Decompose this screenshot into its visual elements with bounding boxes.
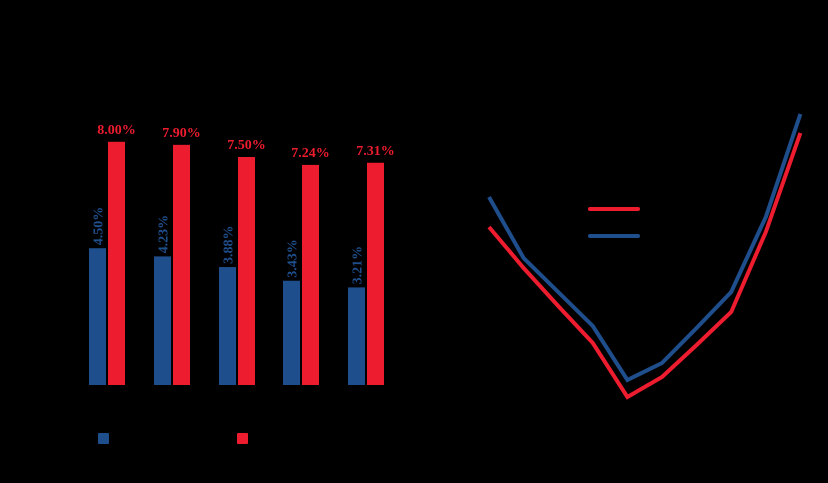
line-series-blue [487,113,803,383]
bar-value-label: 3.43% [286,239,301,278]
bar-blue [219,267,236,385]
line-series-red [487,132,803,400]
bar-blue [283,280,300,385]
bar-red [367,162,384,385]
bar-blue [89,248,106,385]
bar-value-label: 3.21% [351,246,366,285]
bar-value-label: 4.23% [157,215,172,254]
legend-swatch-blue [98,433,109,444]
bar-value-label: 8.00% [97,123,136,138]
bar-group: 4.23% 7.90% [154,126,201,385]
bar-chart: 4.50% 8.00% 4.23% 7.90% 3.88% 7.50% 3.43% 7.24%… [89,123,395,385]
bar-group: 4.50% 8.00% [89,123,136,385]
bar-group: 3.21% 7.31% [348,144,395,385]
bar-value-label: 7.90% [162,126,201,141]
bar-red [302,164,319,385]
bar-blue [154,256,171,385]
bar-blue [348,287,365,385]
bar-value-label: 7.31% [356,144,395,159]
bar-value-label: 7.24% [291,146,330,161]
line-chart [487,113,803,400]
bar-value-label: 4.50% [92,207,107,246]
bar-value-label: 3.88% [222,226,237,265]
bar-chart-legend [98,433,248,444]
bar-group: 3.88% 7.50% [219,138,266,385]
bar-value-label: 7.50% [227,138,266,153]
bar-red [173,144,190,385]
legend-swatch-red [237,433,248,444]
bar-red [238,157,255,385]
bar-red [108,141,125,385]
bar-group: 3.43% 7.24% [283,146,330,385]
line-chart-legend [588,207,640,238]
